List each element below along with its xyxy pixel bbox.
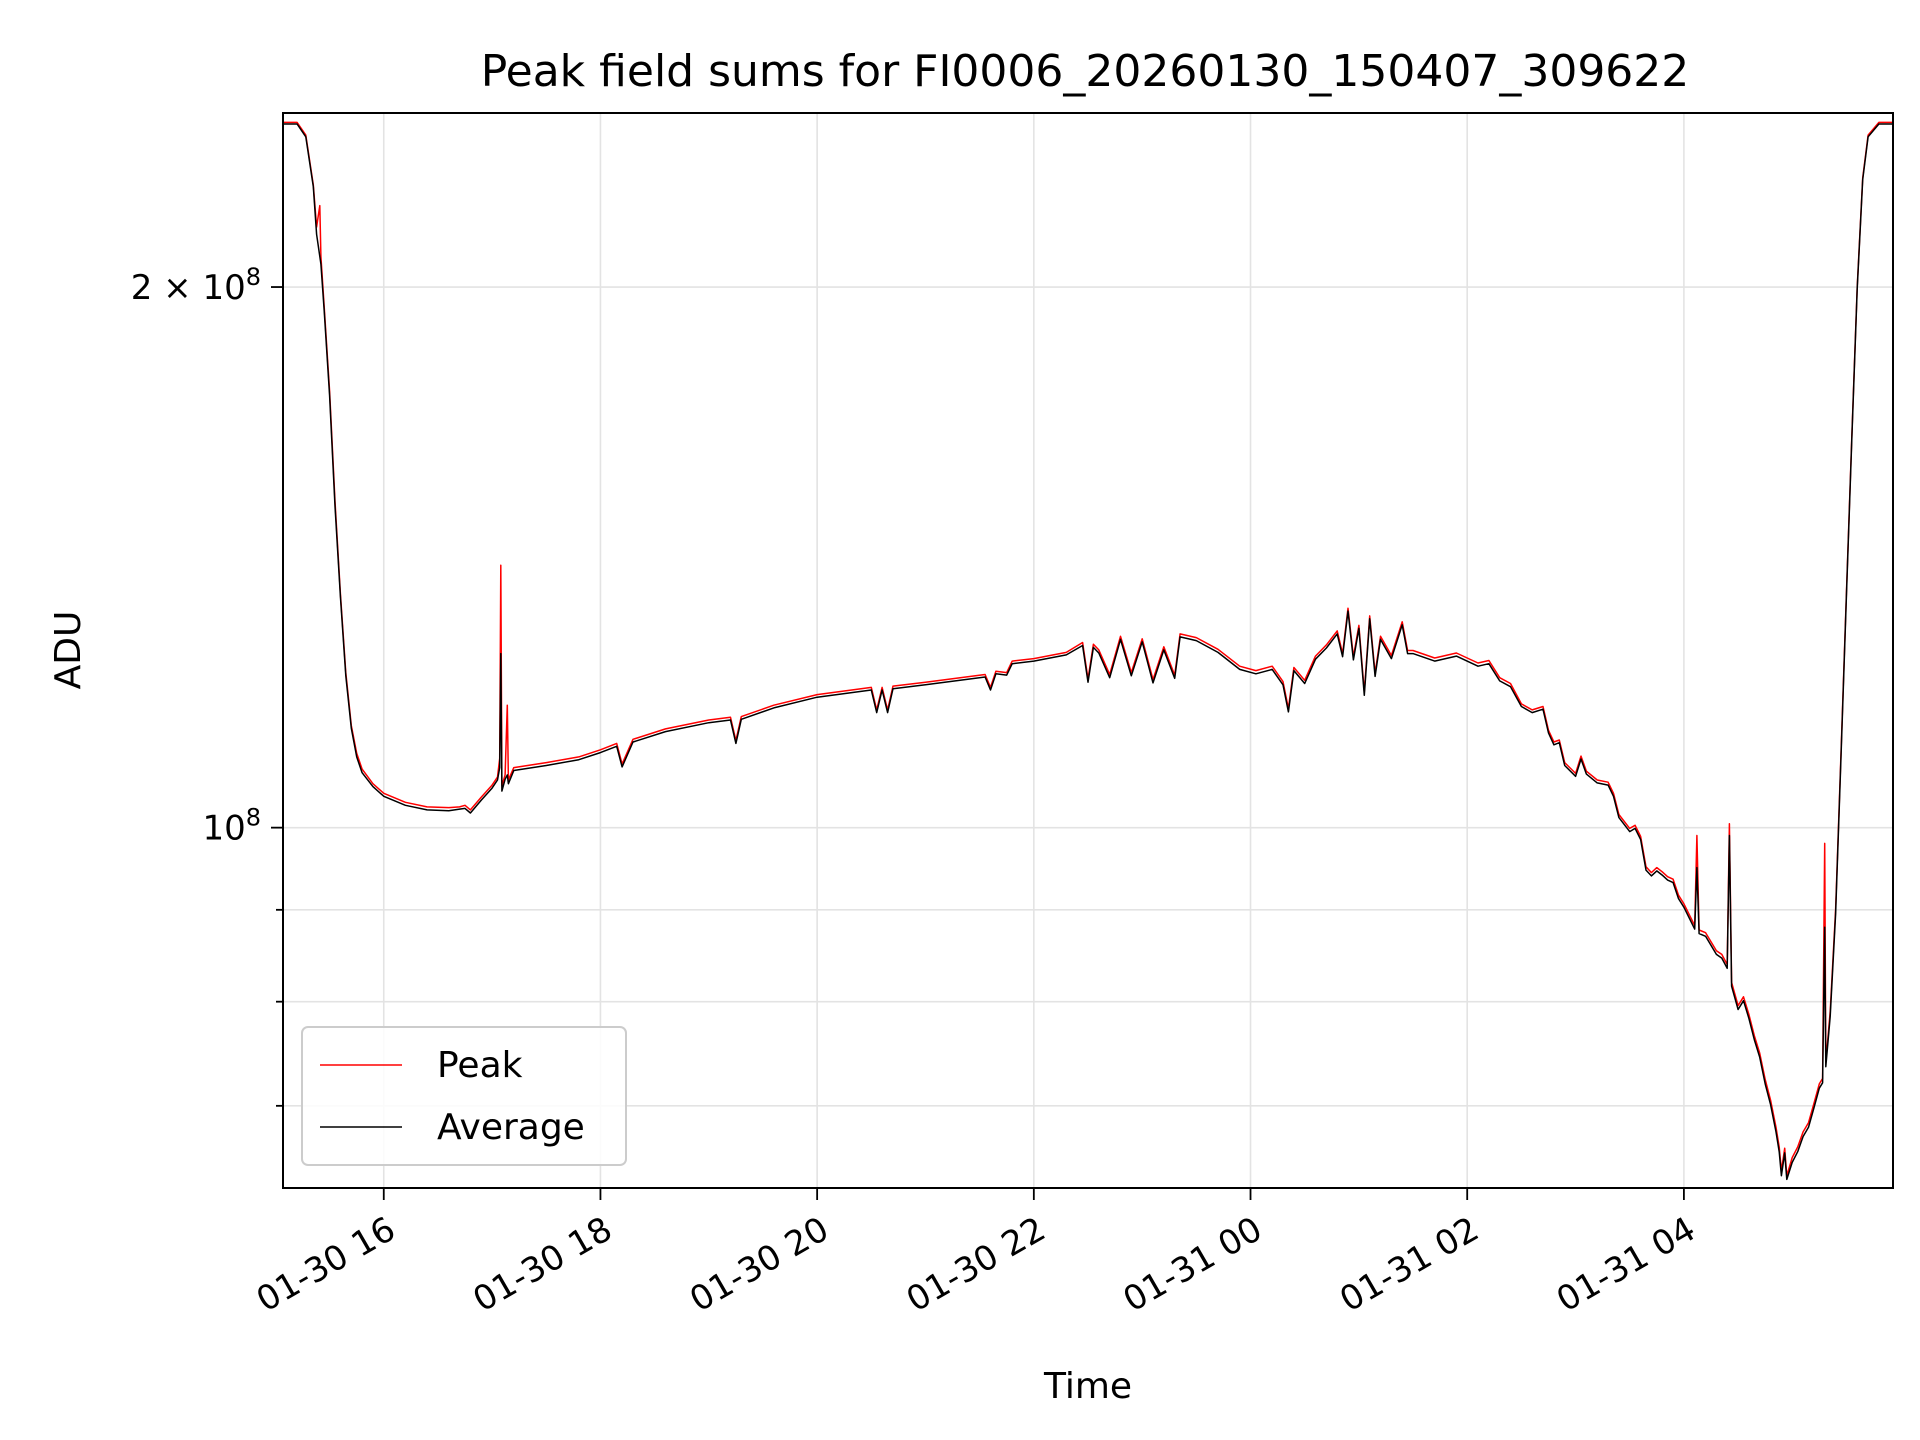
x-axis-label: Time (1043, 1366, 1132, 1407)
series-line-average (283, 123, 1893, 1181)
legend-label-peak: Peak (437, 1045, 523, 1086)
y-tick-label: 2 × 108 (131, 263, 261, 308)
grid (283, 113, 1893, 1188)
plot-frame (282, 112, 1894, 1189)
legend: Peak Average (301, 1026, 627, 1166)
legend-label-average: Average (437, 1107, 585, 1148)
chart-title: Peak field sums for FI0006_20260130_1504… (481, 46, 1690, 97)
series-layer (283, 121, 1893, 1181)
y-tick-label: 108 (202, 804, 261, 849)
y-axis-label: ADU (48, 611, 89, 690)
y-axis: 108 2 × 108 (131, 263, 283, 1107)
legend-box (301, 1026, 627, 1166)
